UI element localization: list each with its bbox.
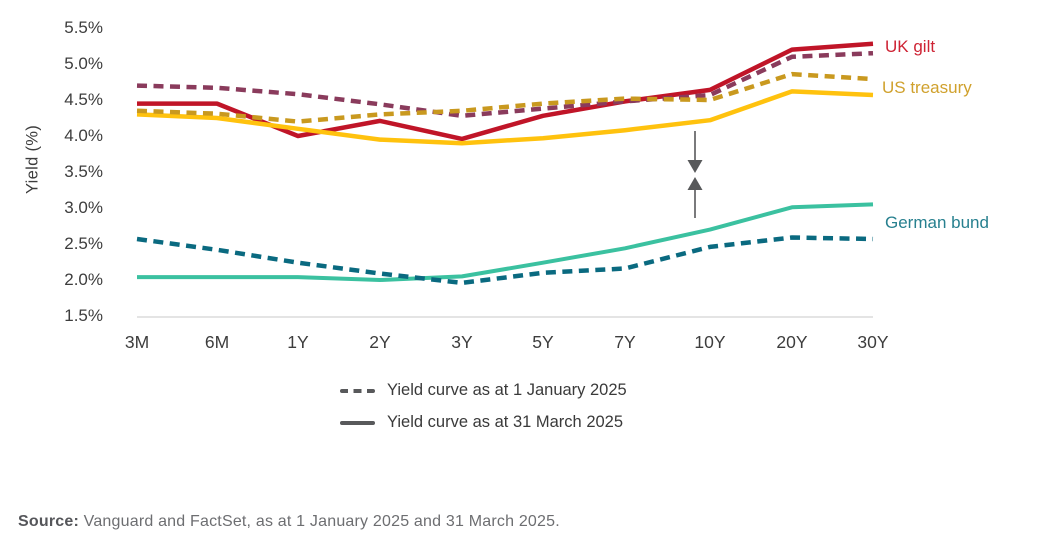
- source-label: Source:: [18, 513, 79, 530]
- x-tick-label: 2Y: [369, 332, 391, 352]
- series-label-uk-gilt: UK gilt: [885, 37, 936, 56]
- y-tick-label: 3.0%: [64, 198, 103, 217]
- y-tick-label: 2.0%: [64, 270, 103, 289]
- x-tick-label: 10Y: [694, 332, 726, 352]
- dashed-line-swatch-icon: [340, 388, 375, 393]
- series-line: [136, 235, 874, 286]
- legend-label: Yield curve as at 1 January 2025: [387, 381, 627, 399]
- x-tick-label: 1Y: [287, 332, 309, 352]
- series-line: [137, 41, 874, 142]
- y-tick-label: 5.0%: [64, 54, 103, 73]
- series-label-german-bund: German bund: [885, 213, 989, 232]
- y-tick-label: 3.5%: [64, 162, 103, 181]
- x-tick-label: 5Y: [532, 332, 554, 352]
- y-tick-label: 4.5%: [64, 90, 103, 109]
- series-line: [137, 202, 874, 282]
- source-note: Source: Vanguard and FactSet, as at 1 Ja…: [18, 513, 560, 531]
- x-tick-label: 6M: [204, 332, 230, 352]
- up-arrow-icon: [687, 177, 703, 190]
- y-tick-label: 2.5%: [64, 234, 103, 253]
- series-line: [136, 89, 874, 146]
- yield-gap-arrows: [687, 131, 703, 218]
- legend-item-january: Yield curve as at 1 January 2025: [340, 381, 627, 400]
- x-tick-label: 3Y: [451, 332, 473, 352]
- x-tick-label: 3M: [124, 332, 150, 352]
- source-text: Vanguard and FactSet, as at 1 January 20…: [83, 513, 560, 530]
- y-tick-label: 5.5%: [64, 18, 103, 37]
- series-line: [136, 50, 874, 119]
- legend-item-march: Yield curve as at 31 March 2025: [340, 413, 627, 432]
- solid-line-swatch-icon: [340, 420, 375, 425]
- x-tick-label: 20Y: [776, 332, 808, 352]
- legend: Yield curve as at 1 January 2025 Yield c…: [340, 381, 627, 432]
- down-arrow-icon: [687, 160, 703, 173]
- yield-curve-plot: [136, 41, 874, 318]
- x-tick-label: 7Y: [614, 332, 636, 352]
- series-label-us-treasury: US treasury: [882, 78, 972, 97]
- y-tick-label: 1.5%: [64, 306, 103, 325]
- x-tick-label: 30Y: [857, 332, 889, 352]
- y-tick-label: 4.0%: [64, 126, 103, 145]
- series-line: [136, 71, 874, 124]
- legend-label: Yield curve as at 31 March 2025: [387, 413, 624, 431]
